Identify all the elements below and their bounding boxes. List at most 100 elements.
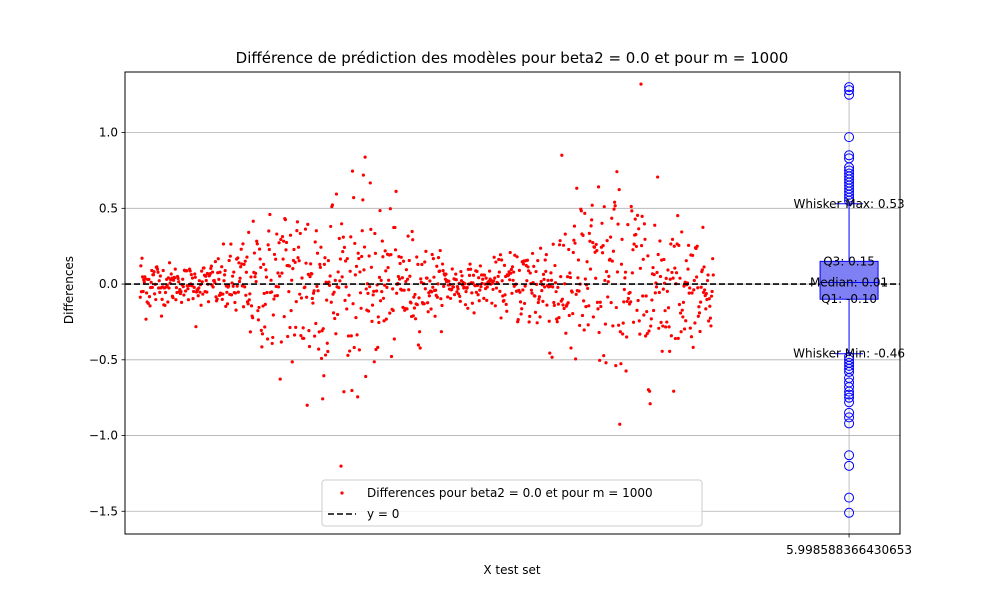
scatter-point: [233, 300, 237, 305]
scatter-point: [387, 278, 391, 282]
scatter-point: [338, 279, 342, 283]
scatter-point: [637, 319, 641, 323]
scatter-point: [458, 299, 462, 303]
scatter-point: [243, 259, 247, 263]
scatter-point: [500, 279, 504, 283]
scatter-point: [559, 274, 563, 279]
scatter-point: [404, 279, 408, 284]
scatter-point: [529, 288, 534, 292]
scatter-point: [517, 268, 521, 272]
scatter-point: [389, 253, 393, 257]
scatter-point: [499, 316, 503, 320]
scatter-point: [179, 290, 183, 294]
scatter-point: [492, 255, 496, 259]
scatter-point: [561, 243, 566, 247]
scatter-point: [181, 277, 185, 281]
scatter-point: [368, 285, 372, 289]
scatter-point: [266, 243, 270, 247]
scatter-point: [555, 320, 559, 324]
scatter-point: [334, 192, 339, 196]
scatter-point: [611, 249, 616, 253]
outlier-point: [844, 82, 855, 93]
scatter-point: [176, 276, 180, 281]
boxplot-annotation: Q1: -0.10: [821, 292, 877, 306]
scatter-point: [690, 291, 694, 295]
scatter-point: [295, 229, 299, 233]
scatter-point: [505, 309, 509, 313]
scatter-point: [677, 302, 682, 307]
outlier-point: [844, 366, 855, 377]
scatter-point: [432, 275, 436, 279]
scatter-point: [526, 269, 531, 273]
scatter-point: [647, 329, 651, 333]
scatter-point: [267, 247, 271, 252]
scatter-point: [427, 294, 431, 298]
scatter-point: [646, 254, 650, 258]
scatter-point: [344, 259, 348, 263]
scatter-point: [244, 293, 248, 297]
scatter-point: [148, 304, 152, 308]
outlier-point: [844, 507, 855, 518]
scatter-point: [558, 239, 562, 243]
scatter-point: [400, 288, 404, 292]
scatter-point: [482, 296, 486, 300]
scatter-point: [466, 267, 470, 271]
scatter-point: [472, 311, 476, 315]
scatter-point: [279, 340, 283, 344]
scatter-point: [271, 313, 275, 317]
scatter-point: [230, 281, 234, 285]
scatter-point: [416, 343, 421, 347]
scatter-point: [619, 262, 624, 266]
scatter-point: [566, 301, 570, 305]
y-tick-label: −1.5: [89, 504, 118, 518]
scatter-point: [528, 314, 532, 318]
scatter-point: [270, 290, 274, 294]
scatter-point: [586, 323, 590, 327]
scatter-point: [158, 290, 162, 294]
scatter-point: [684, 319, 688, 323]
scatter-point: [342, 245, 347, 249]
scatter-point: [286, 334, 290, 339]
scatter-point: [470, 301, 474, 305]
scatter-point: [228, 254, 232, 258]
scatter-point: [555, 317, 559, 321]
scatter-point: [556, 302, 560, 306]
scatter-point: [272, 297, 276, 301]
scatter-point: [711, 257, 715, 261]
outlier-point: [844, 153, 855, 164]
scatter-point: [691, 345, 695, 349]
scatter-point: [266, 337, 270, 341]
scatter-point: [397, 277, 402, 281]
scatter-points: [138, 82, 715, 468]
scatter-point: [598, 300, 602, 304]
scatter-point: [692, 288, 696, 292]
scatter-point: [429, 307, 433, 311]
outlier-point: [844, 492, 855, 503]
scatter-point: [594, 242, 598, 247]
scatter-point: [575, 186, 579, 190]
scatter-point: [257, 247, 262, 251]
scatter-point: [673, 266, 677, 270]
scatter-point: [637, 227, 641, 231]
scatter-point: [699, 300, 703, 304]
scatter-point: [409, 301, 413, 305]
scatter-point: [618, 422, 622, 426]
scatter-point: [548, 351, 552, 355]
scatter-point: [585, 260, 589, 264]
scatter-point: [600, 251, 605, 255]
x-axis-ticks: 5.998588366430653: [786, 534, 912, 557]
scatter-point: [183, 289, 188, 293]
scatter-point: [430, 290, 434, 294]
scatter-point: [224, 304, 228, 308]
scatter-point: [231, 274, 235, 278]
scatter-point: [638, 332, 642, 336]
scatter-point: [543, 258, 547, 262]
scatter-point: [412, 306, 417, 310]
scatter-point: [149, 280, 153, 284]
scatter-point: [680, 230, 684, 234]
scatter-point: [398, 261, 402, 266]
outlier-point: [844, 150, 855, 161]
boxplot-annotation: Whisker Min: -0.46: [793, 347, 905, 361]
scatter-point: [645, 309, 649, 314]
scatter-point: [315, 284, 319, 288]
